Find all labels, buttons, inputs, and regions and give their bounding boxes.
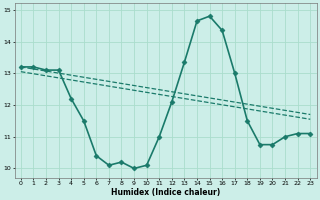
- X-axis label: Humidex (Indice chaleur): Humidex (Indice chaleur): [111, 188, 220, 197]
